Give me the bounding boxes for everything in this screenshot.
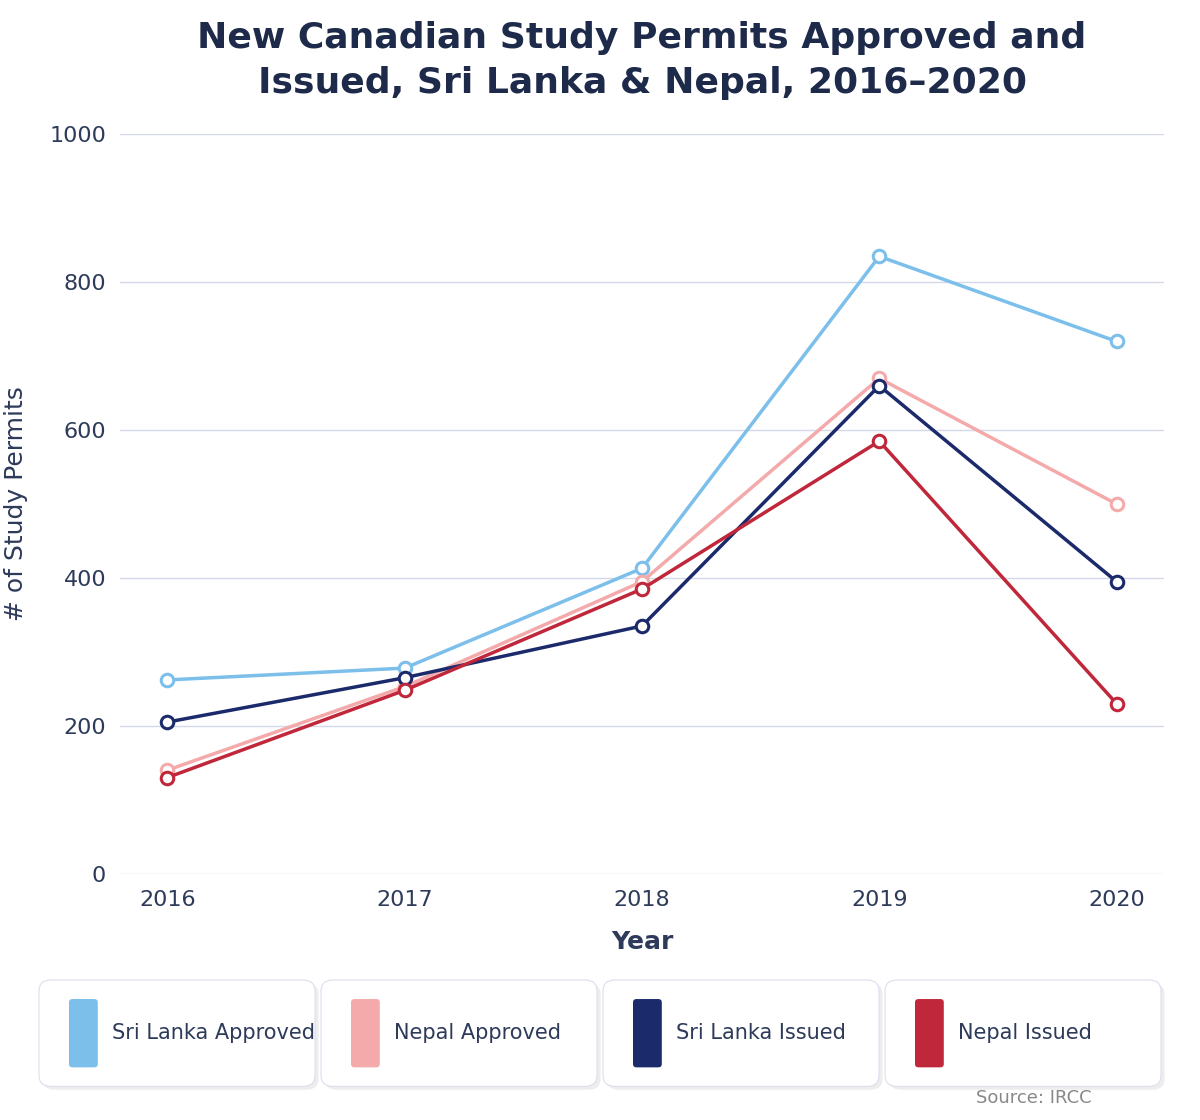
Title: New Canadian Study Permits Approved and
Issued, Sri Lanka & Nepal, 2016–2020: New Canadian Study Permits Approved and … <box>197 21 1087 100</box>
Text: Nepal Approved: Nepal Approved <box>395 1024 562 1043</box>
Text: Source: IRCC: Source: IRCC <box>977 1089 1092 1107</box>
Text: Sri Lanka Issued: Sri Lanka Issued <box>677 1024 846 1043</box>
Text: Sri Lanka Approved: Sri Lanka Approved <box>113 1024 316 1043</box>
X-axis label: Year: Year <box>611 930 673 954</box>
Text: Nepal Issued: Nepal Issued <box>958 1024 1092 1043</box>
Y-axis label: # of Study Permits: # of Study Permits <box>5 386 29 622</box>
